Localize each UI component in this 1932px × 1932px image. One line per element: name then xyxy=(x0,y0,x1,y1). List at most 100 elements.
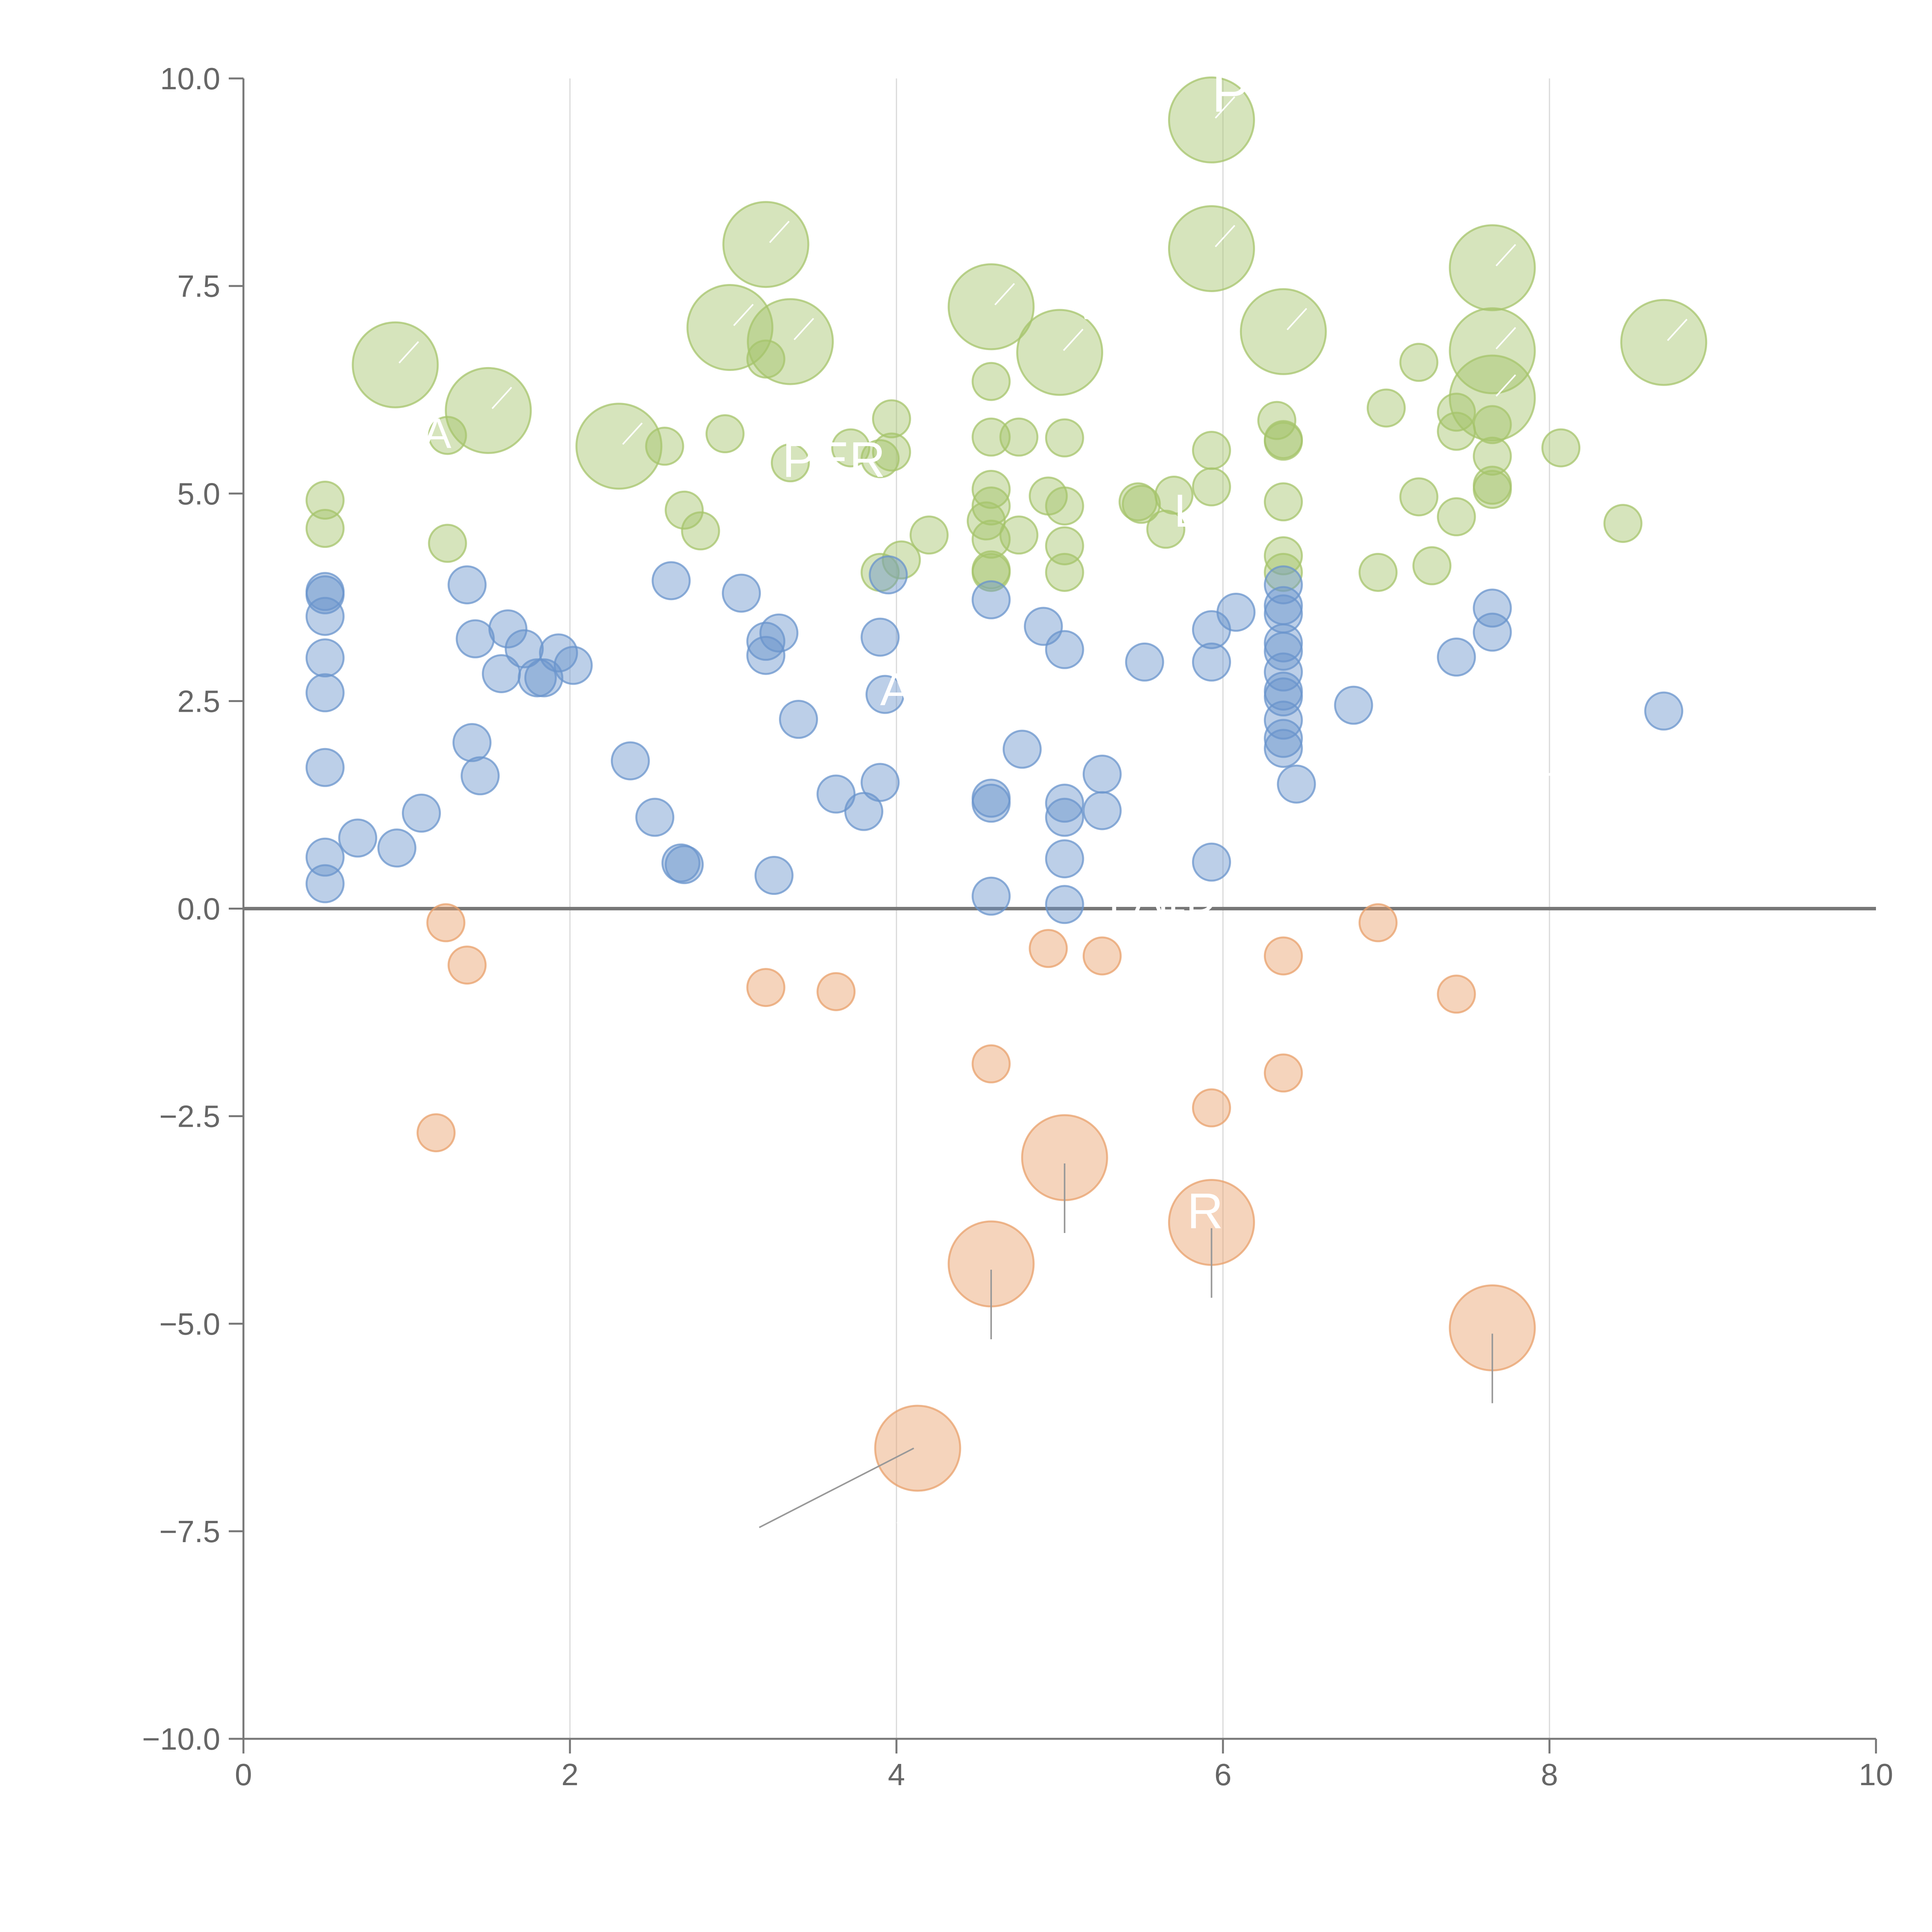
axis-layer: 10.0 7.5 5.0 2.5 0.0 −2.5 −5.0 −7.5 −10.0 0 2 4 6 8 10 xyxy=(142,61,1893,1792)
bubble-low xyxy=(305,597,345,636)
label-leader-line xyxy=(733,304,754,326)
bubble-high xyxy=(428,416,467,455)
bubble-low xyxy=(865,675,905,714)
bubble-low xyxy=(746,636,786,675)
bubble-high xyxy=(352,321,439,408)
bubble-low xyxy=(1045,784,1084,823)
bubble-high xyxy=(971,417,1011,457)
bubble-high xyxy=(705,414,745,454)
bubble-low xyxy=(971,876,1011,916)
bubble-high xyxy=(1264,536,1303,575)
bubble-low xyxy=(1473,588,1512,628)
label-leader-line xyxy=(398,341,419,364)
bubble-low xyxy=(1264,623,1303,663)
bubble-negative xyxy=(1082,936,1122,976)
bubble-negative xyxy=(1437,975,1476,1014)
bubble-negative xyxy=(447,946,487,985)
bubble-high xyxy=(746,339,786,379)
label-leader-line xyxy=(1495,244,1516,267)
bubble-low xyxy=(553,646,593,685)
bubble-low xyxy=(1277,764,1316,804)
bubble-low xyxy=(1264,565,1303,605)
label-leader-line xyxy=(769,221,790,243)
bubble-low xyxy=(305,748,345,787)
bubble-high xyxy=(305,480,345,520)
y-tick-label: 0.0 xyxy=(177,892,220,926)
bubble-low xyxy=(665,845,704,884)
bubble-high xyxy=(1473,437,1512,476)
label-leader-line xyxy=(1667,318,1688,341)
bubble-high xyxy=(1449,224,1536,311)
bubble-low xyxy=(635,798,675,837)
bubble-low xyxy=(338,818,378,858)
label-leader-line xyxy=(1214,96,1235,119)
bubble-low xyxy=(1192,642,1231,682)
bubble-low xyxy=(461,756,500,796)
bubble-low xyxy=(402,793,441,833)
bubble-high xyxy=(1168,205,1255,292)
bubble-high xyxy=(1603,504,1643,543)
bubble-low xyxy=(1334,685,1373,725)
bubble-low xyxy=(1045,798,1084,837)
bubble-negative xyxy=(874,1405,961,1492)
bubble-low xyxy=(611,741,650,781)
bubble-high xyxy=(1146,510,1185,549)
bubble-high xyxy=(861,439,900,478)
bubble-low xyxy=(1264,677,1303,717)
bubble-low xyxy=(1082,791,1122,830)
bubble-low xyxy=(816,774,856,814)
label-leader-line xyxy=(1214,225,1235,247)
bubble-label-fragment: W xyxy=(1076,281,1116,328)
y-tick-label: 10.0 xyxy=(160,61,220,96)
bubble-high xyxy=(999,417,1039,457)
bubble-high xyxy=(1620,299,1708,386)
bubble-label-fragment: L xyxy=(1533,745,1553,784)
bubble-high xyxy=(1264,553,1303,592)
bubble-negative xyxy=(1192,1088,1231,1128)
bubble-high xyxy=(1045,486,1084,526)
x-tick-label: 6 xyxy=(1214,1757,1232,1792)
bubble-low xyxy=(305,638,345,678)
bubble-label-fragment: L xyxy=(1174,485,1200,537)
bubble-label-fragment: ED xyxy=(1158,874,1217,922)
y-tick-label: 7.5 xyxy=(177,269,220,303)
bubble-low xyxy=(651,561,691,600)
bubble-high xyxy=(971,362,1011,401)
bubble-label-fragment: PER xyxy=(782,431,885,488)
bubble-low xyxy=(452,723,492,762)
bubble-low xyxy=(1644,691,1684,731)
bubble-layer xyxy=(305,76,1708,1492)
y-tick-label: −10.0 xyxy=(142,1722,220,1756)
bubble-low xyxy=(1264,631,1303,671)
label-leader-line xyxy=(1495,327,1516,350)
bubble-low xyxy=(754,856,794,895)
bubble-low xyxy=(861,617,900,657)
bubble-high xyxy=(1122,485,1161,524)
bubble-high xyxy=(910,515,949,555)
y-tick-label: 5.0 xyxy=(177,476,220,511)
bubble-low xyxy=(869,555,908,595)
bubble-high xyxy=(1240,288,1327,375)
bubble-low xyxy=(1125,642,1164,682)
bubble-negative xyxy=(1358,903,1398,942)
bubble-low xyxy=(305,575,345,614)
bubble-negative xyxy=(417,1113,456,1153)
bubble-negative xyxy=(1264,936,1303,976)
bubble-low xyxy=(971,784,1011,823)
y-tick-label: −5.0 xyxy=(159,1307,220,1341)
label-leader-line xyxy=(793,318,814,340)
bubble-high xyxy=(1192,467,1231,507)
bubble-low xyxy=(1045,630,1084,669)
bubble-high xyxy=(1437,412,1476,451)
bubble-high xyxy=(872,399,911,439)
bubble-high xyxy=(831,428,871,468)
bubble-high xyxy=(872,432,911,472)
bubble-high xyxy=(882,540,921,580)
bubble-high xyxy=(770,443,810,483)
bubble-label-fragment: A xyxy=(423,410,452,457)
bubble-negative xyxy=(426,903,466,942)
bubble-high xyxy=(428,524,467,563)
bubble-label-fragment: R xyxy=(1187,1183,1223,1239)
